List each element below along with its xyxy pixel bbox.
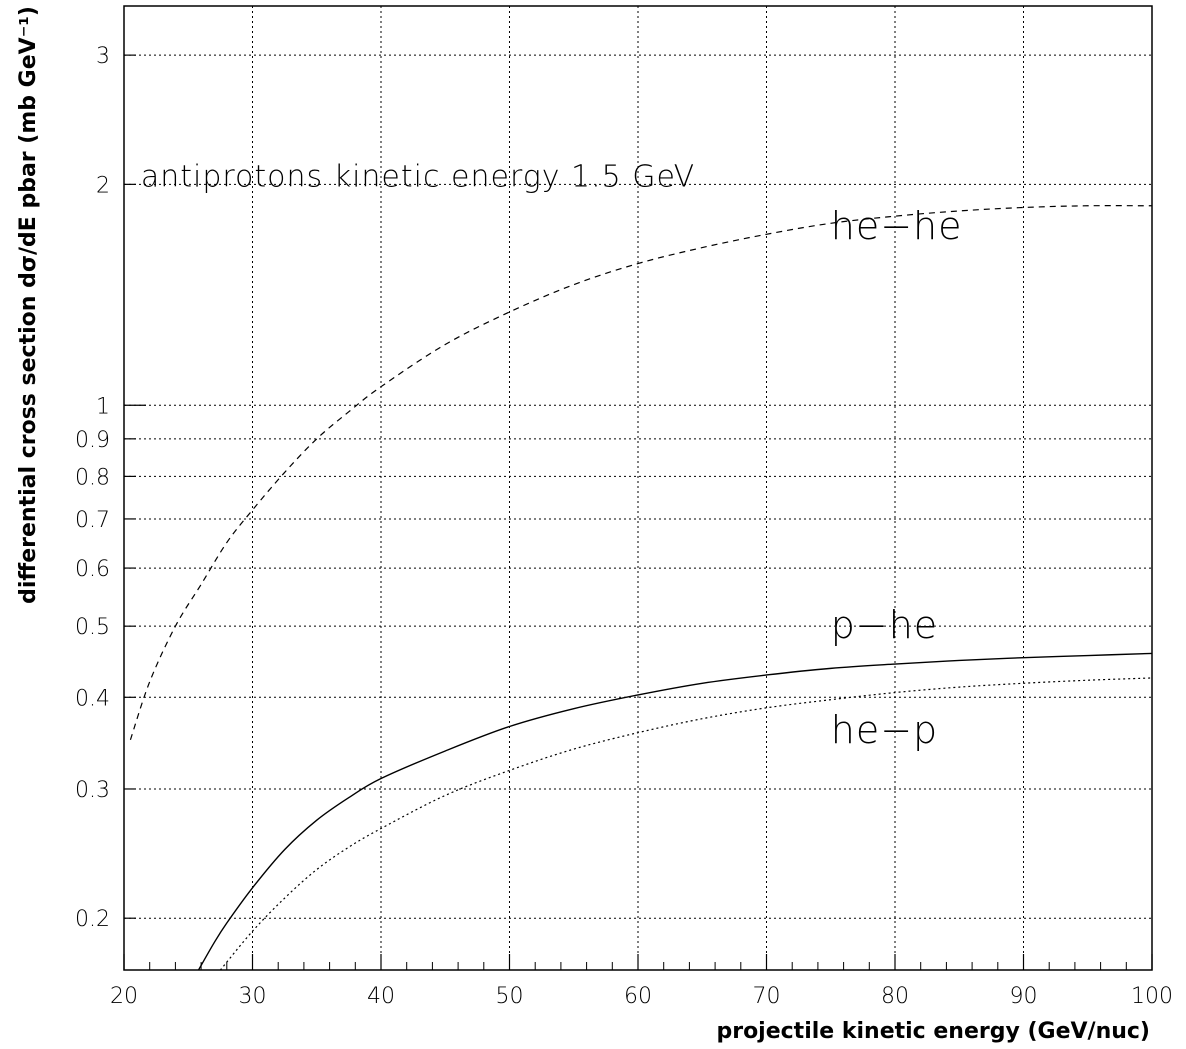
y-axis-title: differential cross section dσ/dE pbar (m…	[16, 6, 41, 604]
x-tick-label: 90	[1010, 984, 1038, 1009]
curve-label: p−he	[831, 603, 938, 647]
series-line-p-he	[197, 652, 1153, 971]
data-series	[129, 205, 1153, 971]
y-tick-label: 2	[96, 173, 110, 198]
y-tick-label: 0.4	[75, 686, 110, 711]
x-tick-label: 80	[881, 984, 909, 1009]
y-tick-label: 0.9	[75, 428, 110, 453]
y-tick-label: 1	[96, 394, 110, 419]
x-tick-label: 70	[753, 984, 781, 1009]
x-axis-title: projectile kinetic energy (GeV/nuc)	[716, 1019, 1150, 1044]
grid-lines	[124, 6, 1152, 970]
x-tick-label: 50	[496, 984, 524, 1009]
energy-annotation: antiprotons kinetic energy 1.5 GeV	[141, 159, 695, 194]
y-tick-label: 3	[96, 44, 110, 69]
plot-frame	[123, 5, 1153, 971]
x-tick-label: 60	[624, 984, 652, 1009]
series-line-he-p	[219, 677, 1153, 971]
y-tick-label: 0.6	[75, 557, 110, 582]
y-tick-label: 0.8	[75, 465, 110, 490]
curve-label: he−he	[831, 204, 963, 248]
y-tick-label: 0.7	[75, 508, 110, 533]
y-tick-label: 0.2	[75, 907, 110, 932]
curve-label: he−p	[831, 708, 938, 752]
x-tick-label: 100	[1131, 984, 1173, 1009]
x-tick-label: 30	[239, 984, 267, 1009]
x-tick-label: 20	[110, 984, 138, 1009]
y-tick-label: 0.5	[75, 615, 110, 640]
annotations: antiprotons kinetic energy 1.5 GeV he−he p…	[141, 159, 963, 752]
y-tick-label: 0.3	[75, 778, 110, 803]
tick-labels: 20 30 40 50 60 70 80 90 100 0.2 0.3 0.4 0.5 0.6 0.7 0.8…	[75, 44, 1173, 1009]
x-tick-label: 40	[367, 984, 395, 1009]
series-line-he-he	[129, 205, 1153, 741]
